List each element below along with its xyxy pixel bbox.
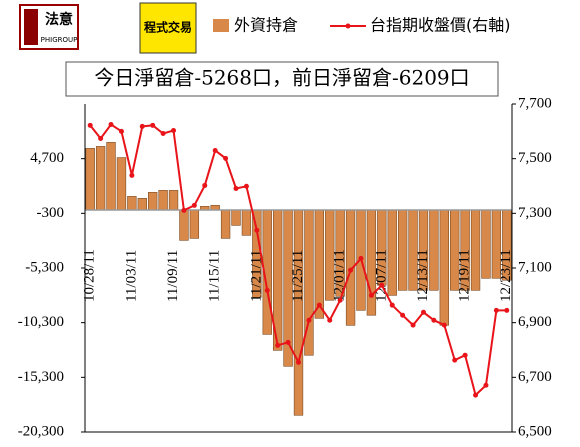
- line-marker: [452, 357, 458, 363]
- x-tick-label: 12/13/11: [415, 249, 431, 302]
- bar: [293, 209, 304, 416]
- line-marker: [254, 227, 260, 233]
- line-marker: [431, 317, 437, 323]
- logo-name: 法意: [45, 11, 73, 28]
- line-marker: [87, 122, 93, 128]
- line-marker: [275, 342, 281, 348]
- bar: [231, 209, 241, 226]
- y2-tick-label: 6,900: [518, 314, 552, 330]
- line-marker: [139, 123, 145, 129]
- bar: [439, 209, 449, 326]
- line-marker: [493, 307, 499, 313]
- line-marker: [296, 359, 301, 365]
- bar: [127, 196, 137, 211]
- line-marker: [368, 292, 374, 298]
- line-marker: [504, 307, 510, 313]
- line-marker: [108, 122, 114, 127]
- bar: [314, 209, 325, 319]
- bar: [106, 142, 116, 211]
- line-marker: [202, 182, 208, 188]
- bar: [481, 209, 491, 279]
- legend-swatch-dot: [345, 23, 351, 29]
- line-marker: [483, 382, 489, 388]
- badge-text: 程式交易: [144, 20, 192, 35]
- line-marker: [327, 317, 333, 323]
- line-marker: [473, 392, 479, 398]
- bar: [189, 209, 200, 239]
- y2-tick-label: 6,700: [518, 369, 552, 385]
- bar: [158, 190, 168, 211]
- y2-tick-label: 7,500: [518, 150, 552, 166]
- legend-label: 外資持倉: [234, 16, 298, 35]
- x-tick-label: 11/25/11: [290, 250, 306, 302]
- x-tick-label: 11/09/11: [165, 250, 181, 302]
- y-tick-label: -15,300: [18, 369, 64, 385]
- bar: [397, 209, 408, 291]
- line-marker: [150, 122, 156, 128]
- bar: [148, 192, 158, 211]
- line-marker: [181, 207, 187, 213]
- logo-brand: PHIGROUP: [41, 36, 78, 44]
- x-tick-label: 11/15/11: [207, 250, 223, 302]
- bar: [95, 146, 106, 211]
- line-marker: [400, 312, 406, 318]
- y-tick-label: -5,300: [25, 259, 64, 275]
- bar: [85, 148, 95, 211]
- bar: [137, 198, 147, 211]
- legend-swatch-bar: [213, 19, 229, 32]
- y2-tick-label: 7,100: [518, 259, 552, 275]
- line-marker: [171, 128, 177, 134]
- bar: [179, 209, 189, 241]
- x-tick-label: 12/19/11: [457, 249, 473, 302]
- legend-label: 台指期收盤價(右軸): [370, 16, 511, 35]
- line-marker: [441, 322, 447, 328]
- line-marker: [285, 339, 291, 345]
- bar: [168, 190, 179, 211]
- line-marker: [348, 267, 354, 273]
- line-marker: [264, 287, 270, 293]
- line-marker: [98, 135, 104, 141]
- subtitle: 今日淨留倉-5268口，前日淨留倉-6209口: [94, 66, 469, 90]
- line-marker: [118, 128, 124, 134]
- line-marker: [191, 202, 197, 208]
- y2-tick-label: 7,700: [518, 95, 552, 111]
- badge-box: [139, 2, 197, 54]
- line-marker: [223, 155, 229, 161]
- line-marker: [379, 282, 385, 288]
- subtitle-box: [65, 61, 499, 97]
- line-marker: [233, 185, 239, 191]
- bar: [116, 157, 127, 211]
- logo-mark: [24, 9, 38, 45]
- line-marker: [410, 322, 416, 328]
- line-marker: [306, 317, 312, 323]
- line-marker: [358, 255, 364, 261]
- line-marker: [389, 302, 395, 308]
- line-marker: [316, 302, 322, 308]
- line-marker: [160, 131, 166, 137]
- line-marker: [129, 172, 135, 178]
- y-tick-label: -20,300: [18, 423, 64, 439]
- x-tick-label: 12/01/11: [332, 249, 348, 302]
- bar: [241, 209, 252, 236]
- x-tick-label: 10/28/11: [82, 249, 98, 302]
- x-tick-label: 12/23/11: [498, 249, 514, 302]
- y-tick-label: -300: [37, 205, 65, 221]
- x-tick-label: 11/21/11: [248, 250, 264, 302]
- line-marker: [212, 147, 218, 153]
- line-marker: [337, 297, 343, 303]
- line-marker: [420, 309, 426, 315]
- y-tick-label: 4,700: [30, 150, 64, 166]
- y-tick-label: -10,300: [18, 314, 64, 330]
- line-marker: [462, 352, 468, 358]
- bar: [220, 209, 231, 239]
- x-tick-label: 11/03/11: [123, 250, 139, 302]
- line-marker: [243, 183, 249, 189]
- y2-tick-label: 6,500: [518, 423, 552, 439]
- y2-tick-label: 7,300: [518, 205, 552, 221]
